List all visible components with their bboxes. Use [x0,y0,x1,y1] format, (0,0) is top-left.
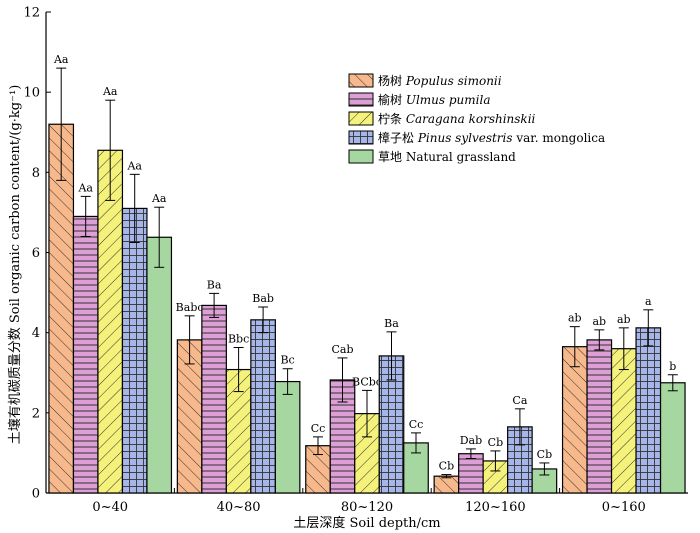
x-tick-label: 40~80 [217,500,261,515]
bar-hatch [562,346,588,493]
x-ticks: 0~40 40~80 80~120 120~160 0~160 [92,488,646,515]
bar-significance-label: ab [592,315,606,328]
bar-significance-label: Bab [252,292,274,305]
series-4: Aa Bab Ba Ca a [121,159,662,494]
x-tick-label: 120~160 [465,500,526,515]
legend-swatch [348,130,374,145]
y-tick-label: 10 [23,86,40,101]
bar-significance-label: b [669,360,676,373]
bar-significance-label: Dab [460,434,482,447]
y-tick-label: 12 [23,6,40,21]
bar-significance-label: Aa [102,85,118,98]
legend-label: 柠条 Caragana korshinskii [378,111,536,126]
y-ticks: 0 2 4 6 8 10 12 [23,6,51,502]
bar-significance-label: Cb [488,436,503,449]
bar-significance-label: Aa [77,181,93,194]
bar-significance-label: Cc [311,422,326,435]
y-tick-label: 8 [32,166,40,181]
bar-significance-label: ab [617,313,631,326]
legend-swatch [348,73,374,88]
bar-hatch [611,348,637,493]
legend-swatch-hatch [349,93,373,106]
bar-hatch [250,319,276,493]
legend-label: 樟子松 Pinus sylvestris var. mongolica [378,130,605,145]
legend-item: 柠条 Caragana korshinskii [348,111,536,126]
bar-hatch [122,208,147,494]
legend-item: 草地 Natural grassland [348,149,516,164]
bar-significance-label: Aa [53,53,69,66]
legend-label: 草地 Natural grassland [378,150,516,164]
legend-item: 樟子松 Pinus sylvestris var. mongolica [348,130,605,145]
legend-swatch-hatch [349,112,373,125]
legend-item: 杨树 Populus simonii [348,73,502,88]
bar-significance-label: Aa [151,192,167,205]
bar-hatch [177,339,202,493]
bar-significance-label: Aa [126,159,142,172]
bar-significance-label: Ca [512,394,527,407]
x-tick-label: 80~120 [341,500,393,515]
legend-swatch-hatch [349,74,373,87]
bar-significance-label: a [645,295,652,308]
series-5: Aa Bc Cc Cb b [146,192,686,494]
legend-swatch [348,149,374,164]
legend-item: 榆树 Ulmus pumila [348,92,490,107]
bar-hatch [587,339,612,493]
bar-hatch [48,124,74,493]
bar-hatch [73,216,98,494]
series-3: Aa Bbc BCbc Cb ab [97,85,637,494]
legend-label: 杨树 Populus simonii [378,73,502,88]
bar-significance-label: ab [568,312,582,325]
bar-hatch [434,476,459,493]
bar-fill [146,237,172,493]
legend-swatch-hatch [349,131,373,144]
bar-hatch [97,150,123,493]
legend-swatch [348,111,374,126]
legend-swatch [348,92,374,107]
axes: 0 2 4 6 8 10 12 0~40 40~80 80~120 120~160 0~160 [23,6,688,515]
legend: 杨树 Populus simonii 榆树 Ulmus pumila 柠条 Cara… [348,73,605,164]
bar-significance-label: Bc [280,354,294,367]
bar-significance-label: Cc [409,418,424,431]
bar-significance-label: Cb [537,448,552,461]
y-tick-label: 2 [32,406,40,421]
bar-significance-label: Ba [207,278,222,291]
y-axis-title: 土壤有机碳质量分数 Soil organic carbon content/(g… [7,85,23,445]
y-tick-label: 6 [32,246,40,261]
y-tick-label: 0 [32,487,40,502]
x-axis-title: 土层深度 Soil depth/cm [293,515,440,531]
bar-fill [660,382,686,493]
legend-label: 榆树 Ulmus pumila [378,92,490,107]
x-tick-label: 0~40 [92,500,128,515]
series-1: Aa Babc Cc Cb ab [48,53,588,494]
bar-significance-label: Babc [176,301,204,314]
bar-fill [275,381,300,493]
bar-significance-label: Cb [439,460,454,473]
bar-hatch [201,305,227,493]
y-tick-label: 4 [32,326,40,341]
bar-hatch [636,327,661,493]
bar-significance-label: Cab [331,343,353,356]
x-tick-label: 0~160 [602,500,646,515]
bar-significance-label: Ba [384,317,399,330]
series-2: Aa Ba Cab Dab ab [72,181,613,494]
bars: AaBabcCcCbabAaBaCabDababAaBbcBCbcCbabAaB… [48,53,686,494]
legend-swatch-fill [349,150,373,163]
bar-hatch [458,453,484,493]
bar-significance-label: Bbc [228,332,249,345]
bar-significance-label: BCbc [352,375,382,388]
